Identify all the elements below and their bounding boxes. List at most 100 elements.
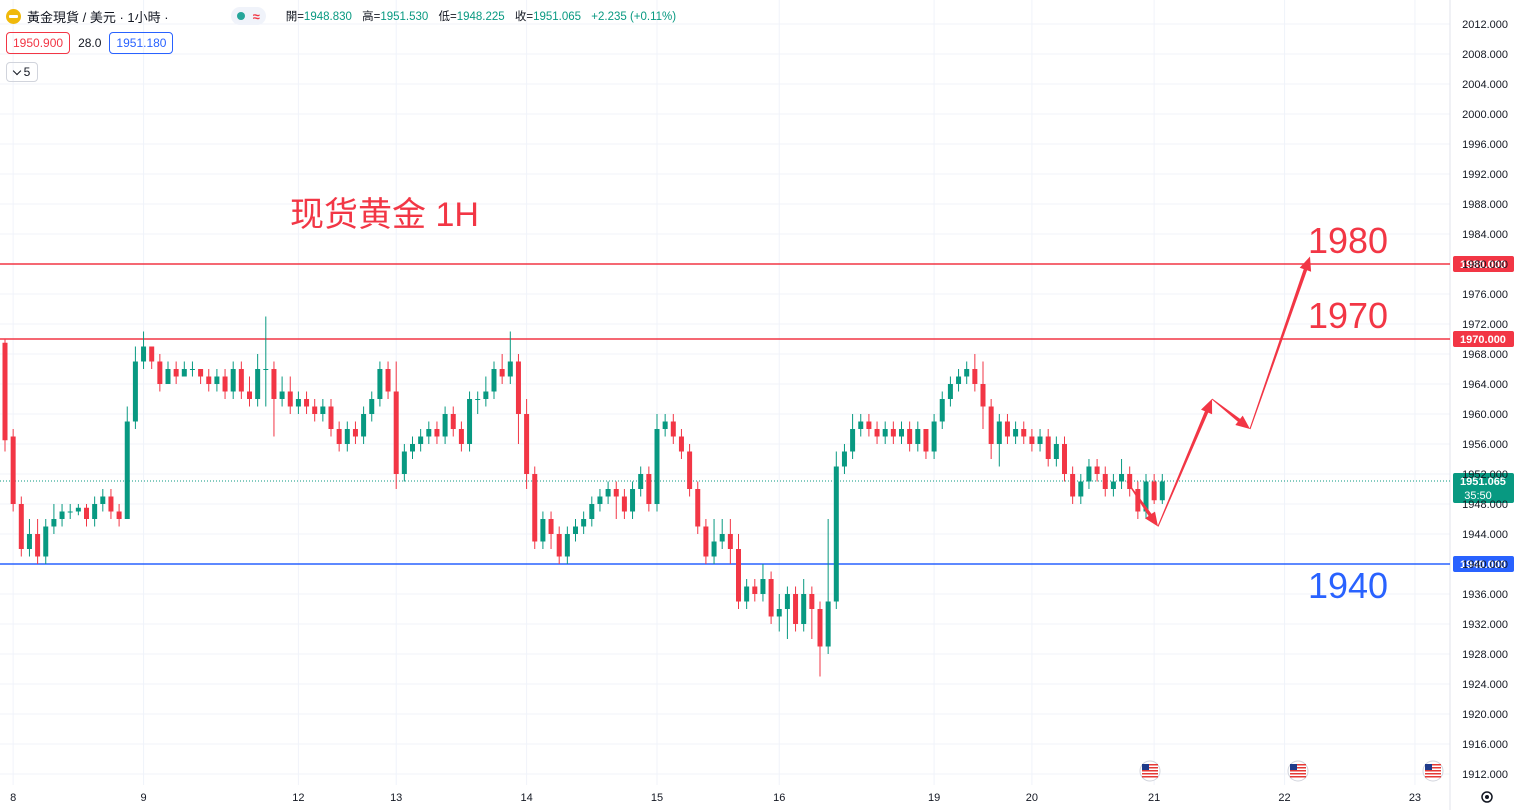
candle-body [499, 369, 505, 377]
candle-body [1037, 436, 1043, 444]
candle-body [866, 421, 872, 429]
time-tick-label: 20 [1026, 792, 1038, 804]
price-tick-label: 1936.000 [1462, 589, 1508, 601]
candle-body [727, 534, 733, 549]
us-flag-event-icon[interactable] [1139, 760, 1161, 782]
candle-body [613, 489, 619, 497]
candle-body [907, 429, 913, 444]
candle-body [581, 519, 587, 527]
chart-grid [0, 0, 1451, 810]
time-axis[interactable]: 8 9 12 13 14 15 16 19 20 21 22 23 [10, 792, 1421, 804]
price-level-annotation: 1970 [1308, 295, 1388, 336]
flag-icon-canton [1425, 764, 1432, 770]
candle-body [312, 406, 318, 414]
candle-body [491, 369, 497, 392]
flag-icon-canton [1290, 764, 1297, 770]
candle-body [344, 429, 350, 444]
candle-body [1021, 429, 1027, 437]
candle-body [882, 429, 888, 437]
candle-body [662, 421, 668, 429]
market-status[interactable]: ≈ [230, 7, 266, 25]
candle-body [214, 376, 220, 384]
time-tick-label: 9 [140, 792, 146, 804]
candle-body [931, 421, 937, 452]
candle-body [760, 579, 766, 594]
candle-body [1135, 489, 1141, 512]
candle-body [850, 429, 856, 452]
price-tick-label: 2004.000 [1462, 79, 1508, 91]
price-level-tag [1453, 331, 1514, 347]
settings-gear-icon[interactable] [1481, 791, 1493, 803]
candle-body [173, 369, 179, 377]
candle-body [1029, 436, 1035, 444]
candle-body [532, 474, 538, 542]
price-tick-label: 1924.000 [1462, 679, 1508, 691]
sell-price-button[interactable]: 1950.900 [6, 32, 71, 54]
time-tick-label: 8 [10, 792, 16, 804]
price-tick-label: 1932.000 [1462, 619, 1508, 631]
chart-annotation-title: 现货黄金 1H [290, 196, 479, 234]
flag-icon-stripe [1290, 773, 1306, 775]
candle-body [736, 549, 741, 602]
candle-body [996, 421, 1002, 444]
candle-body [776, 609, 782, 617]
candle-body [295, 399, 301, 407]
chart-header: 黃金現貨 / 美元 · 1小時 · ≈ 開=1948.830 高=1951.53… [6, 6, 676, 26]
candle-body [556, 534, 562, 557]
candle-body [1159, 481, 1165, 501]
candle-body [157, 361, 163, 384]
projection-arrow-segment [1126, 481, 1158, 527]
price-level-tag [1453, 556, 1514, 572]
price-tick-label: 1992.000 [1462, 169, 1508, 181]
price-axis[interactable]: 2012.000 2008.000 2004.000 2000.000 1996.000… [1462, 19, 1508, 781]
candle-body [540, 519, 546, 542]
candle-body [401, 451, 407, 474]
candle-body [1119, 474, 1125, 482]
candle-body [809, 594, 815, 609]
time-tick-label: 22 [1278, 792, 1290, 804]
delayed-data-icon: ≈ [252, 8, 260, 24]
candle-body [1045, 436, 1051, 459]
ohlc-values: 開=1948.830 高=1951.530 低=1948.225 收=1951.… [286, 8, 676, 24]
price-tick-label: 1968.000 [1462, 349, 1508, 361]
candle-body [630, 489, 636, 512]
gold-symbol-icon [6, 8, 21, 24]
candle-body [18, 504, 24, 549]
us-flag-event-icon[interactable] [1422, 760, 1444, 782]
time-tick-label: 19 [928, 792, 940, 804]
candlestick-series [2, 316, 1165, 677]
us-flag-event-icon[interactable] [1287, 760, 1309, 782]
candle-body [467, 399, 473, 444]
market-open-dot-icon [236, 12, 245, 20]
indicators-count: 5 [23, 65, 31, 79]
candle-body [841, 451, 847, 467]
symbol-title[interactable]: 黃金現貨 / 美元 · 1小時 · [27, 9, 169, 25]
indicators-toggle-button[interactable]: 5 [6, 62, 38, 82]
candle-body [695, 489, 701, 527]
candle-body [2, 342, 8, 441]
time-tick-label: 21 [1148, 792, 1160, 804]
flag-icon-stripe [1290, 770, 1306, 772]
candle-body [92, 504, 98, 519]
candle-body [141, 346, 147, 362]
candle-body [181, 369, 187, 377]
price-tick-label: 1916.000 [1462, 739, 1508, 751]
candle-body [198, 369, 204, 377]
candle-body [1143, 481, 1149, 512]
candle-body [915, 429, 921, 444]
time-tick-label: 13 [390, 792, 402, 804]
flag-icon-stripe [1290, 767, 1306, 769]
candle-body [165, 369, 171, 384]
candle-body [768, 579, 774, 617]
price-level-annotation: 1940 [1308, 565, 1388, 606]
candle-body [458, 429, 464, 444]
price-tick-label: 1948.000 [1462, 499, 1508, 511]
projection-arrow [1126, 256, 1312, 527]
candle-body [1070, 474, 1076, 497]
economic-events[interactable] [1139, 760, 1444, 782]
buy-price-button[interactable]: 1951.180 [109, 32, 174, 54]
flag-icon-stripe [1142, 764, 1158, 766]
candle-body [328, 406, 334, 429]
candle-body [442, 414, 448, 437]
